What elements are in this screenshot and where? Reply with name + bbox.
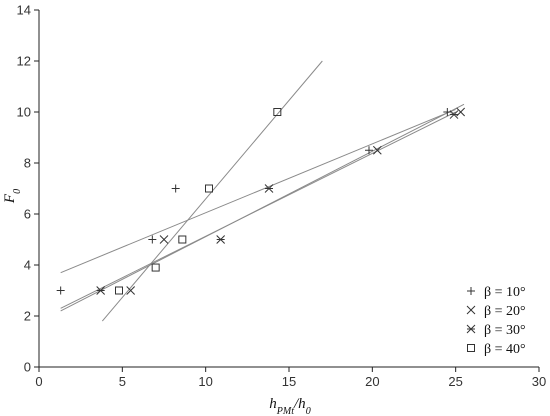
x-axis-title-sub: PMt — [276, 406, 294, 416]
data-point — [115, 286, 123, 295]
y-tick-label: 6 — [24, 207, 31, 222]
fit-line — [60, 111, 456, 309]
data-point — [449, 110, 459, 119]
data-point — [372, 145, 382, 155]
y-tick-label: 2 — [24, 309, 31, 324]
x-tick-label: 20 — [365, 374, 379, 389]
fit-lines — [60, 60, 465, 322]
data-point — [148, 235, 157, 244]
y-tick-label: 14 — [17, 3, 31, 18]
x-tick-label: 25 — [448, 374, 462, 389]
data-point — [56, 286, 65, 295]
data-point — [264, 184, 274, 193]
legend-label: β = 10° — [484, 285, 526, 300]
fit-line — [60, 108, 456, 274]
data-point — [365, 146, 373, 155]
x-tick-label: 10 — [198, 374, 212, 389]
x-axis-title-rest: /h — [293, 396, 306, 412]
legend: β = 10° β = 20° β = 30° β = 40° — [466, 285, 526, 357]
x-axis-title-rest-sub: 0 — [306, 406, 311, 416]
x-tick-label: 0 — [35, 374, 42, 389]
data-point — [178, 235, 187, 244]
data-point — [467, 344, 475, 352]
y-axis-title-main: F — [2, 193, 18, 204]
x-tick-label: 5 — [119, 374, 126, 389]
data-point — [205, 184, 213, 193]
data-point — [171, 184, 180, 193]
axes — [38, 10, 539, 368]
y-tick-label: 0 — [24, 360, 31, 375]
y-tick-label: 4 — [24, 258, 31, 273]
x-axis-title-main: h — [269, 396, 277, 412]
x-tick-label: 30 — [532, 374, 546, 389]
y-axis-title: F0 — [2, 189, 23, 204]
x-axis-title: hPMt/h0 — [269, 396, 310, 416]
legend-label: β = 40° — [484, 342, 526, 357]
legend-item: β = 30° — [466, 323, 526, 338]
legend-item: β = 40° — [467, 342, 526, 357]
data-point — [96, 286, 106, 295]
legend-item: β = 10° — [467, 285, 526, 300]
y-tick-label: 10 — [17, 105, 31, 120]
data-point — [466, 305, 476, 315]
data-point — [159, 235, 169, 244]
ticks: 0 5 10 15 20 25 30 0 2 4 6 8 10 12 14 — [17, 3, 547, 390]
data-point — [126, 286, 136, 295]
y-tick-label: 8 — [24, 156, 31, 171]
markers — [56, 107, 466, 295]
data-point — [273, 108, 282, 116]
y-axis-title-sub: 0 — [12, 189, 23, 194]
legend-item: β = 20° — [466, 304, 526, 319]
legend-label: β = 30° — [484, 323, 526, 338]
data-point — [466, 324, 476, 334]
data-point — [216, 235, 226, 244]
y-tick-label: 12 — [17, 54, 31, 69]
data-point — [443, 108, 452, 116]
data-point — [467, 287, 475, 295]
x-tick-label: 15 — [282, 374, 296, 389]
legend-label: β = 20° — [484, 304, 526, 319]
data-point — [151, 263, 160, 272]
